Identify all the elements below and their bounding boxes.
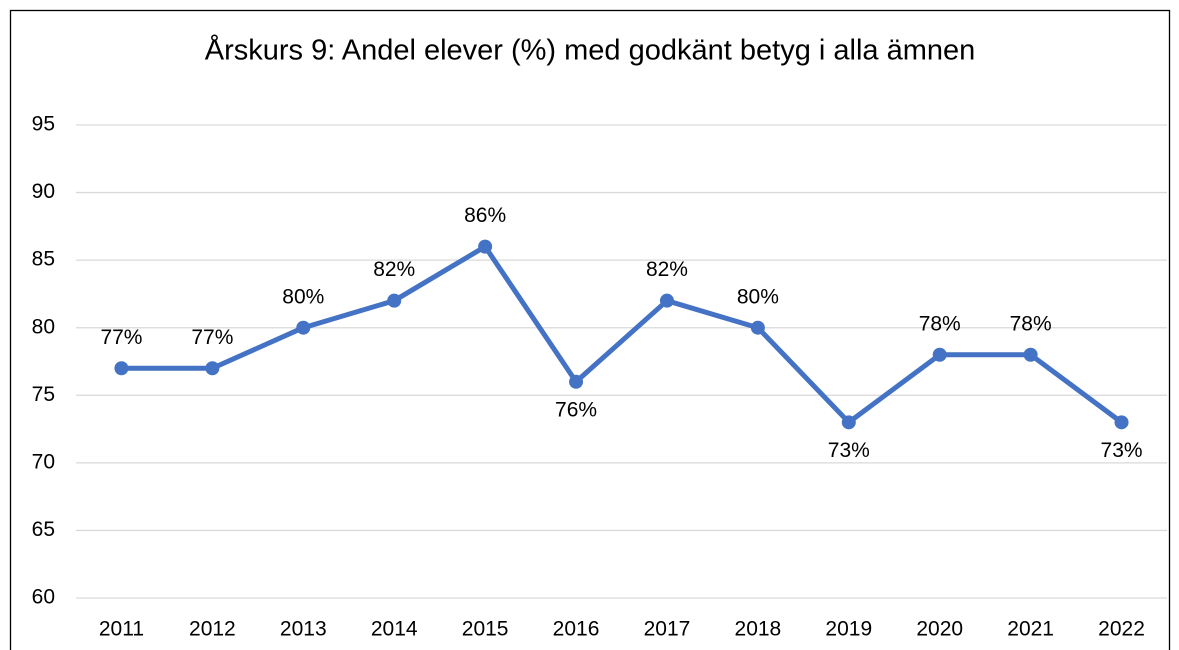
y-tick-label: 95	[32, 113, 55, 136]
data-point	[114, 361, 129, 376]
x-tick-label: 2016	[553, 618, 600, 641]
x-tick-label: 2019	[825, 618, 872, 641]
data-point	[1114, 415, 1129, 430]
x-tick-label: 2013	[280, 618, 327, 641]
data-label: 73%	[828, 439, 870, 462]
data-point	[932, 347, 947, 362]
data-label: 80%	[737, 285, 779, 308]
y-tick-label: 75	[32, 383, 55, 406]
data-point	[296, 320, 311, 335]
x-tick-label: 2015	[462, 618, 509, 641]
y-tick-label: 65	[32, 518, 55, 541]
data-label: 80%	[282, 285, 324, 308]
x-tick-label: 2022	[1098, 618, 1145, 641]
y-tick-label: 80	[32, 315, 55, 338]
data-point	[1023, 347, 1038, 362]
chart-title: Årskurs 9: Andel elever (%) med godkänt …	[205, 34, 976, 67]
data-point	[205, 361, 220, 376]
line-series	[121, 244, 1124, 425]
x-tick-label: 2021	[1007, 618, 1054, 641]
y-tick-label: 90	[32, 180, 55, 203]
data-label: 82%	[646, 258, 688, 281]
data-label: 73%	[1101, 439, 1143, 462]
x-tick-label: 2018	[735, 618, 782, 641]
x-tick-label: 2014	[371, 618, 418, 641]
data-label: 78%	[1010, 312, 1052, 335]
data-label: 86%	[464, 204, 506, 227]
y-tick-label: 85	[32, 248, 55, 271]
data-label: 82%	[373, 258, 415, 281]
x-tick-label: 2017	[644, 618, 691, 641]
data-point	[569, 374, 584, 389]
x-tick-label: 2020	[916, 618, 963, 641]
data-label: 78%	[919, 312, 961, 335]
data-label: 76%	[555, 398, 597, 421]
data-point	[478, 239, 493, 254]
x-tick-label: 2012	[189, 618, 236, 641]
chart-border	[9, 9, 1171, 650]
data-point	[841, 415, 856, 430]
y-tick-label: 60	[32, 586, 55, 609]
data-point	[387, 293, 402, 308]
data-label: 77%	[191, 326, 233, 349]
data-point	[750, 320, 765, 335]
y-tick-label: 70	[32, 450, 55, 473]
data-label: 77%	[100, 326, 142, 349]
data-point	[659, 293, 674, 308]
x-tick-label: 2011	[99, 618, 144, 641]
